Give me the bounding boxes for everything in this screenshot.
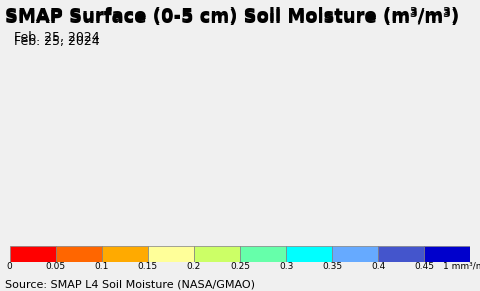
Text: Source: SMAP L4 Soil Moisture (NASA/GMAO): Source: SMAP L4 Soil Moisture (NASA/GMAO… [5,279,255,289]
Bar [424,246,470,262]
Text: Feb. 25, 2024: Feb. 25, 2024 [14,35,100,48]
Text: SMAP Surface (0-5 cm) Soil Moisture (m³/m³): SMAP Surface (0-5 cm) Soil Moisture (m³/… [5,9,459,27]
Bar [10,246,56,262]
Bar [148,246,194,262]
Bar [240,246,286,262]
Text: 0.15: 0.15 [138,262,158,271]
Bar [194,246,240,262]
Text: 0.1: 0.1 [95,262,109,271]
Text: 0.3: 0.3 [279,262,293,271]
Bar [286,246,332,262]
Bar [332,246,378,262]
Text: 0.4: 0.4 [371,262,385,271]
Text: 1 mm³/mm³: 1 mm³/mm³ [444,262,480,271]
Bar [56,246,102,262]
Text: SMAP Surface (0-5 cm) Soil Moisture (m³/m³): SMAP Surface (0-5 cm) Soil Moisture (m³/… [5,7,459,25]
Text: Feb. 25, 2024: Feb. 25, 2024 [14,31,100,44]
Text: 0: 0 [7,262,12,271]
Text: 0.25: 0.25 [230,262,250,271]
Text: 0.05: 0.05 [46,262,66,271]
Text: 0.45: 0.45 [414,262,434,271]
Bar [102,246,148,262]
Bar [378,246,424,262]
Text: 0.35: 0.35 [322,262,342,271]
Text: 0.2: 0.2 [187,262,201,271]
